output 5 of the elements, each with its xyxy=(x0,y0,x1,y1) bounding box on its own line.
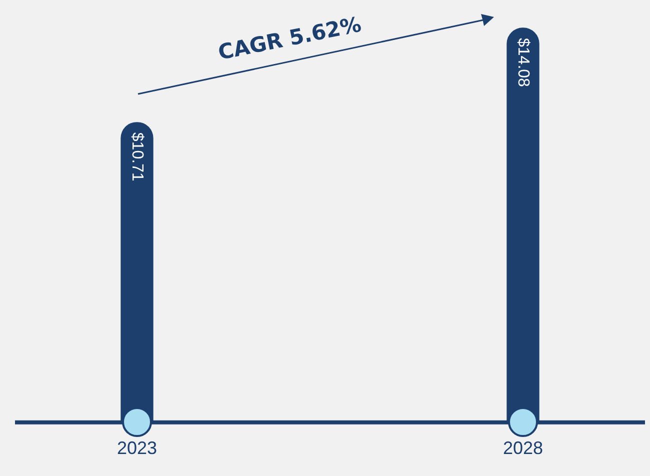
x-tick-label: 2023 xyxy=(116,438,158,458)
data-label: $10.71 xyxy=(128,132,146,182)
annotation: CAGR 5.62% xyxy=(216,12,364,65)
data-label: $14.08 xyxy=(514,38,532,88)
x-tick-label: 2028 xyxy=(502,438,544,458)
